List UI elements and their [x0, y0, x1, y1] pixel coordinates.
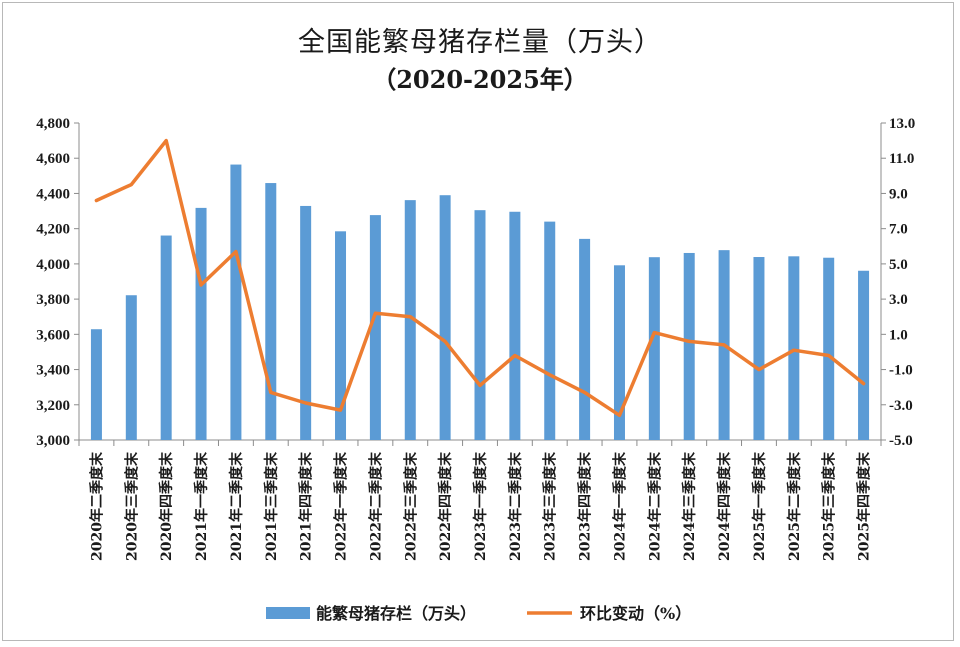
x-tick-label: 2024年二季度末	[646, 451, 663, 561]
bar-series	[90, 164, 870, 440]
bar	[579, 238, 591, 440]
line-point	[269, 390, 273, 394]
bar	[823, 257, 835, 440]
left-tick-label: 3,000	[36, 433, 70, 449]
x-tick-label: 2020年二季度末	[88, 451, 105, 561]
right-tick-label: -5.0	[889, 433, 913, 449]
x-tick-label: 2025年二季度末	[786, 451, 803, 561]
bar	[613, 265, 625, 440]
x-tick-label: 2025年一季度末	[751, 451, 768, 561]
right-tick-label: 7.0	[889, 222, 908, 238]
line-point	[443, 339, 447, 343]
line-point	[687, 339, 691, 343]
right-tick-label: 5.0	[889, 257, 908, 273]
x-tick-label: 2021年三季度末	[263, 451, 280, 561]
line-point	[583, 390, 587, 394]
bar	[439, 195, 451, 440]
left-tick-label: 3,800	[36, 292, 70, 308]
legend-swatch-bars	[266, 607, 310, 619]
right-tick-label: -1.0	[889, 363, 913, 379]
legend-label-line: 环比变动（%）	[580, 604, 691, 623]
x-tick-label: 2022年二季度末	[367, 451, 384, 561]
bar	[195, 207, 207, 440]
x-tick-label: 2025年三季度末	[821, 451, 838, 561]
line-point	[129, 183, 133, 187]
left-tick-label: 4,200	[36, 222, 70, 238]
left-tick-label: 3,600	[36, 327, 70, 343]
line-point	[792, 348, 796, 352]
x-tick-label: 2024年一季度末	[611, 451, 628, 561]
right-tick-label: 13.0	[889, 116, 915, 132]
x-tick-label: 2023年二季度末	[507, 451, 524, 561]
tick-labels: 3,000 3,200 3,400 3,600 3,800 4,000 4,200 4,400…	[36, 116, 915, 449]
bar	[90, 329, 102, 440]
x-tick-label: 2024年三季度末	[681, 451, 698, 561]
left-tick-label: 3,400	[36, 363, 70, 379]
right-tick-label: 9.0	[889, 186, 908, 202]
bar	[369, 215, 381, 440]
bar	[300, 205, 312, 440]
x-tick-label: 2023年一季度末	[472, 451, 489, 561]
line-point	[164, 139, 168, 143]
x-tick-label: 2020年三季度末	[123, 451, 140, 561]
bar	[230, 164, 242, 440]
x-tick-label: 2022年四季度末	[437, 451, 454, 561]
x-tick-label: 2020年四季度末	[158, 451, 175, 561]
legend-label-bars: 能繁母猪存栏（万头）	[316, 604, 476, 623]
bar	[509, 211, 521, 440]
x-tick-label: 2023年三季度末	[542, 451, 559, 561]
left-tick-label: 4,800	[36, 116, 70, 132]
left-tick-label: 4,600	[36, 151, 70, 167]
x-tick-label: 2021年四季度末	[298, 451, 315, 561]
line-point	[304, 401, 308, 405]
x-tick-label: 2024年四季度末	[716, 451, 733, 561]
right-tick-label: 11.0	[889, 151, 914, 167]
line-point	[862, 382, 866, 386]
right-tick-label: 3.0	[889, 292, 908, 308]
bar	[160, 235, 172, 440]
x-tick-label: 2022年一季度末	[333, 451, 350, 561]
bar	[683, 252, 695, 440]
right-tick-label: 1.0	[889, 327, 908, 343]
line-point	[617, 413, 621, 417]
chart-title: 全国能繁母猪存栏量（万头）	[298, 27, 662, 58]
line-point	[652, 331, 656, 335]
bar	[858, 270, 870, 440]
line-point	[373, 311, 377, 315]
line-point	[757, 368, 761, 372]
bar	[753, 257, 765, 440]
line-series	[94, 138, 866, 418]
x-tick-label: 2025年四季度末	[856, 451, 873, 561]
bar	[788, 256, 800, 440]
line-point	[827, 353, 831, 357]
right-tick-label: -3.0	[889, 398, 913, 414]
x-tick-label: 2022年三季度末	[402, 451, 419, 561]
bar	[404, 200, 416, 440]
left-tick-label: 4,000	[36, 257, 70, 273]
bar	[544, 221, 556, 440]
line-point	[408, 315, 412, 319]
x-tick-labels: 2020年二季度末 2020年三季度末 2020年四季度末 2021年一季度末 2021…	[88, 451, 872, 561]
line-point	[94, 198, 98, 202]
left-tick-label: 3,200	[36, 398, 70, 414]
legend: 能繁母猪存栏（万头） 环比变动（%）	[266, 604, 691, 623]
x-tick-label: 2021年一季度末	[193, 451, 210, 561]
line-point	[513, 353, 517, 357]
line-point	[478, 383, 482, 387]
bar	[125, 295, 137, 440]
x-tick-label: 2023年四季度末	[577, 451, 594, 561]
bar	[648, 257, 660, 440]
left-tick-label: 4,400	[36, 186, 70, 202]
line-point	[234, 250, 238, 254]
bar	[335, 231, 347, 440]
x-tick-label: 2021年二季度末	[228, 451, 245, 561]
line-point	[339, 408, 343, 412]
bar	[265, 183, 277, 440]
bar	[474, 210, 486, 440]
line-point	[722, 343, 726, 347]
line-point	[199, 283, 203, 287]
line-point	[548, 373, 552, 377]
chart-subtitle: （2020-2025年）	[372, 65, 588, 94]
